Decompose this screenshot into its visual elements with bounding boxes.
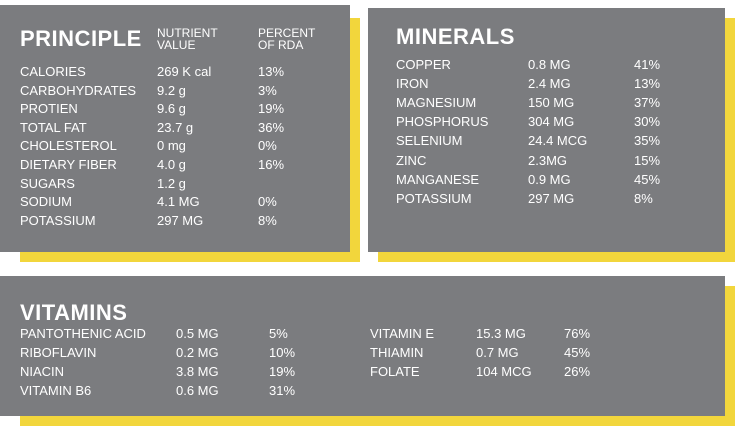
percent-rda: 19% [258,101,285,117]
percent-rda: 0% [258,138,277,154]
nutrient-value: 15.3 MG [476,326,526,341]
nutrient-value: 297 MG [157,212,204,228]
nutrient-name: CARBOHYDRATES [20,82,137,98]
nutrient-name: VITAMIN E [370,326,435,341]
nutrient-name: SODIUM [20,194,72,210]
percent-rda: 19% [269,364,296,379]
nutrient-value: 4.1 MG [157,194,200,210]
nutrient-name: CALORIES [20,64,86,79]
nutrient-value: 104 MCG [476,364,532,379]
percent-rda: 13% [634,76,661,92]
nutrient-name: ZINC [396,152,427,168]
nutrient-value: 2.3MG [528,152,568,168]
percent-rda-header: PERCENT OF RDA [258,26,316,52]
percent-rda: 26% [564,364,591,379]
nutrient-value: 9.2 g [157,82,186,98]
percent-rda: 3% [258,82,277,98]
nutrient-name: VITAMIN B6 [20,383,92,398]
percent-rda: 37% [634,95,661,111]
nutrient-value: 4.0 g [157,157,186,172]
nutrient-name: CHOLESTEROL [20,138,117,154]
vitamins-title: VITAMINS [20,300,128,325]
percent-rda: 30% [634,114,661,130]
percent-rda: 16% [258,157,285,172]
percent-rda: 8% [634,190,653,206]
nutrient-name: TOTAL FAT [20,119,87,135]
nutrient-value: 0.9 MG [528,171,571,187]
nutrient-value: 0.2 MG [176,345,219,360]
principle-title: PRINCIPLE [20,26,142,51]
nutrient-name: DIETARY FIBER [20,157,117,172]
percent-rda: 76% [564,326,591,341]
nutrient-value: 23.7 g [157,119,194,135]
nutrient-value: 0.8 MG [528,57,571,72]
vitamins-panel: VITAMINS PANTOTHENIC ACID 0.5 MG 5% RIBOFLA… [0,276,725,416]
percent-rda: 15% [634,152,661,168]
percent-rda: 45% [564,345,591,360]
nutrient-value: 297 MG [528,190,575,206]
nutrient-value: 0 mg [157,138,186,154]
nutrient-name: IRON [396,76,429,92]
nutrient-value: 9.6 g [157,101,186,117]
percent-rda: 8% [258,212,277,228]
minerals-panel: MINERALS COPPER 0.8 MG 41% IRON 2.4 MG 13% MAG… [368,8,725,252]
nutrient-name: FOLATE [370,364,420,379]
nutrient-name: THIAMIN [370,345,424,360]
nutrient-name: SELENIUM [396,133,463,149]
nutrient-name: MAGNESIUM [396,95,477,111]
percent-rda: 10% [269,345,296,360]
percent-rda: 0% [258,194,277,210]
nutrient-name: MANGANESE [396,171,480,187]
nutrient-name: RIBOFLAVIN [20,345,97,360]
nutrient-value: 2.4 MG [528,76,571,92]
nutrient-value: 1.2 g [157,175,186,191]
nutrient-value: 0.7 MG [476,345,519,360]
nutrient-name: COPPER [396,57,451,72]
nutrient-value: 24.4 MCG [528,133,588,149]
nutrient-name: POTASSIUM [396,190,472,206]
percent-rda: 45% [634,171,661,187]
minerals-title: MINERALS [396,24,515,49]
percent-rda: 36% [258,119,285,135]
percent-rda: 41% [634,57,661,72]
nutrient-value: 0.5 MG [176,326,219,341]
nutrient-name: PROTIEN [20,101,78,117]
nutrient-value: 150 MG [528,95,575,111]
principle-panel: PRINCIPLE NUTRIENT VALUE PERCENT OF RDA … [0,5,350,252]
nutrient-name: POTASSIUM [20,212,96,228]
nutrient-value-header: NUTRIENT VALUE [157,26,218,52]
nutrient-name: NIACIN [20,364,65,379]
percent-rda: 31% [269,383,296,398]
nutrient-value: 0.6 MG [176,383,219,398]
nutrient-value: 304 MG [528,114,575,130]
nutrient-name: SUGARS [20,175,75,191]
nutrient-name: PHOSPHORUS [396,114,489,130]
percent-rda: 5% [269,326,288,341]
nutrient-value: 3.8 MG [176,364,219,379]
nutrient-name: PANTOTHENIC ACID [20,326,146,341]
nutrient-value: 269 K cal [157,64,212,79]
percent-rda: 35% [634,133,661,149]
percent-rda: 13% [258,64,285,79]
